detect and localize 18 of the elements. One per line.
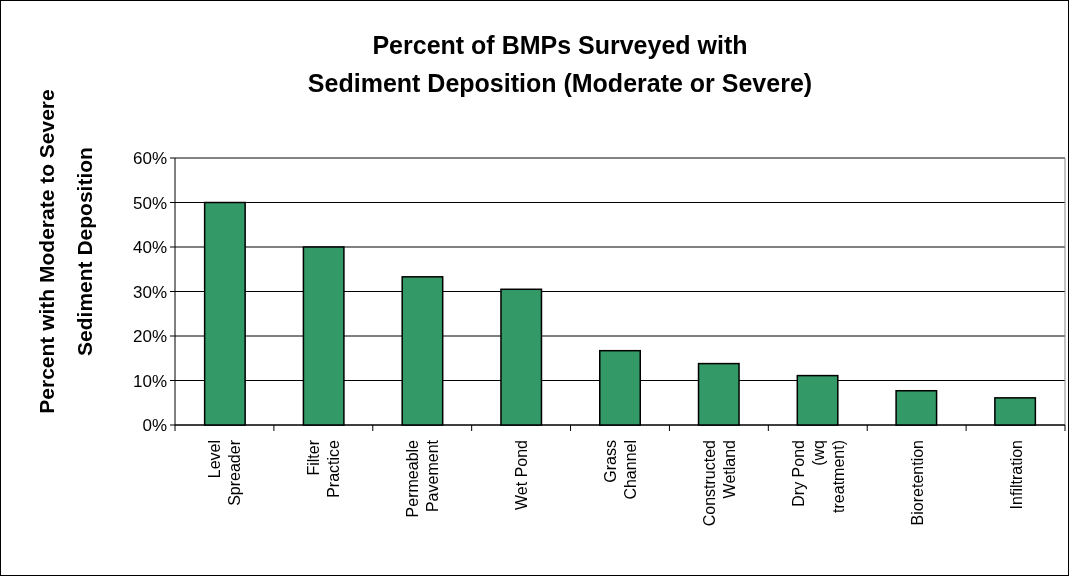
y-tick-label: 20% (132, 327, 167, 346)
x-tick-label: Level Spreader (206, 439, 244, 506)
x-tick-label: Permeable Pavement (404, 439, 442, 518)
x-tick-label: Filter Practice (305, 439, 343, 498)
y-tick-label: 50% (132, 193, 167, 213)
chart-title: Percent of BMPs Surveyed with Sediment Deposition (Moderate or Severe) (307, 31, 813, 97)
x-tick-label: Constructed Wetland (700, 440, 738, 527)
x-tick-label: Bioretention (908, 440, 926, 526)
x-tick-label: Infiltration (1007, 440, 1025, 510)
y-tick-label: 40% (132, 238, 167, 257)
y-tick-label: 30% (132, 282, 167, 302)
y-tick-label: 10% (132, 371, 167, 391)
x-tick-label: Dry Pond (wq treatment) (789, 440, 847, 513)
y-tick-label: 0% (142, 416, 167, 435)
x-tick-label: Wet Pond (513, 440, 531, 510)
x-tick-label: Grass Channel (602, 440, 639, 500)
y-tick-label: 60% (132, 149, 167, 168)
y-axis-title: Percent with Moderate to Severe Sediment Deposition (35, 89, 96, 414)
